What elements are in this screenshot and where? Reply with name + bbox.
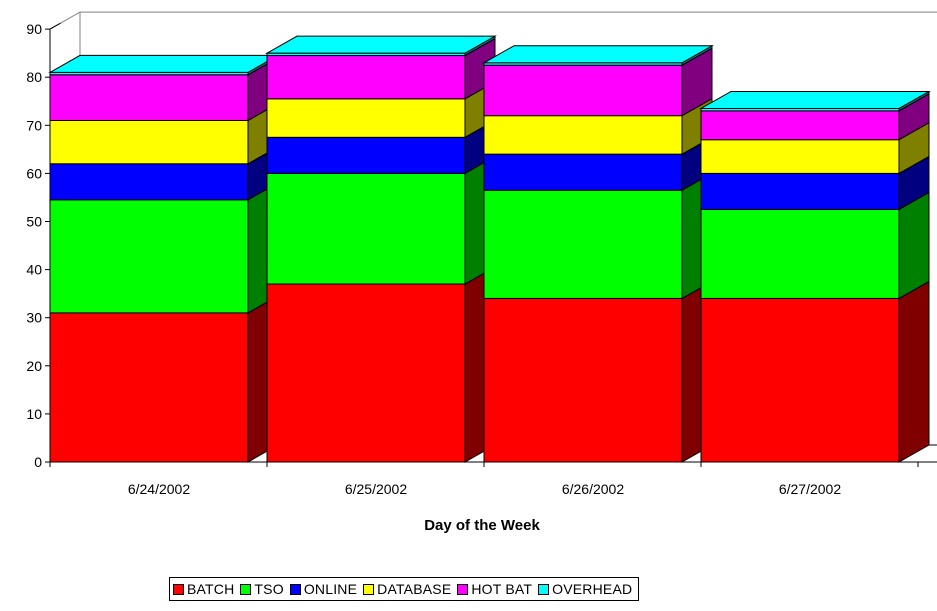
y-tick-label: 40 xyxy=(26,262,42,278)
bar-front xyxy=(266,136,466,174)
legend-item: DATABASE xyxy=(363,581,451,597)
bar-front xyxy=(49,312,249,463)
bar-segment-hot-bat xyxy=(266,37,496,100)
legend-label: HOT BAT xyxy=(471,581,533,597)
bar-segment-hot-bat xyxy=(49,56,279,122)
x-axis-title: Day of the Week xyxy=(424,517,540,534)
bar-front xyxy=(700,297,900,463)
x-tick-label: 6/25/2002 xyxy=(345,481,407,497)
bar-segment-database xyxy=(700,121,930,175)
bar-stack xyxy=(699,90,931,463)
legend-swatch xyxy=(240,583,252,595)
legend-label: DATABASE xyxy=(377,581,452,597)
y-tick-label: 10 xyxy=(26,406,42,422)
legend-label: OVERHEAD xyxy=(552,581,633,597)
bar-top xyxy=(265,35,497,54)
bar-front xyxy=(49,163,249,201)
bar-front xyxy=(700,110,900,141)
bar-stack xyxy=(48,54,280,463)
bar-top xyxy=(48,54,280,73)
bar-stack xyxy=(482,44,714,463)
bar-segment-tso xyxy=(49,181,279,314)
y-tick-depth xyxy=(49,22,61,30)
bar-front xyxy=(700,139,900,174)
legend-swatch xyxy=(173,583,184,595)
bar-side xyxy=(898,280,930,463)
bar-segment-batch xyxy=(700,280,930,463)
legend-swatch xyxy=(457,583,469,595)
x-axis: 6/24/2002 6/25/2002 6/26/2002 6/27/2002 xyxy=(49,462,919,497)
legend-swatch xyxy=(289,583,301,595)
x-tick-label: 6/26/2002 xyxy=(562,481,624,497)
bar-segment-tso xyxy=(700,191,930,300)
bar-stack xyxy=(265,35,497,463)
bar-segment-hot-bat xyxy=(483,47,713,117)
legend-label: BATCH xyxy=(187,581,235,597)
y-tick-label: 70 xyxy=(26,117,42,133)
bar-front xyxy=(483,297,683,463)
legend-item: BATCH xyxy=(173,581,234,597)
bar-front xyxy=(483,189,683,299)
bar-front xyxy=(266,55,466,100)
y-tick-label: 80 xyxy=(26,69,42,85)
bar-segment-tso xyxy=(483,172,713,300)
legend-item: TSO xyxy=(240,581,284,597)
legend-swatch xyxy=(538,583,550,595)
legend-item: OVERHEAD xyxy=(538,581,632,597)
y-tick-label: 0 xyxy=(34,454,42,470)
y-tick-label: 30 xyxy=(26,310,42,326)
bar-segment-batch xyxy=(483,280,713,463)
y-tick-label: 90 xyxy=(26,21,42,37)
legend-item: ONLINE xyxy=(289,581,358,597)
x-tick-label: 6/24/2002 xyxy=(128,481,190,497)
bar-front xyxy=(266,172,466,285)
bar-front xyxy=(700,208,900,299)
bar-segment-tso xyxy=(266,155,496,285)
legend-item: HOT BAT xyxy=(457,581,532,597)
legend-label: TSO xyxy=(254,581,284,597)
back-wall-top-edge xyxy=(49,11,937,30)
y-tick-label: 20 xyxy=(26,358,42,374)
bar-front xyxy=(49,119,249,165)
bar-segment-hot-bat xyxy=(700,93,930,141)
bar-front xyxy=(49,74,249,121)
bars xyxy=(48,35,931,463)
bar-front xyxy=(266,283,466,463)
bar-front xyxy=(483,153,683,191)
bar-top xyxy=(482,45,714,64)
bar-front xyxy=(483,115,683,155)
x-tick-label: 6/27/2002 xyxy=(779,481,841,497)
bar-front xyxy=(483,64,683,117)
y-tick-label: 50 xyxy=(26,214,42,230)
bar-segment-batch xyxy=(266,266,496,463)
legend-swatch xyxy=(363,583,375,595)
bar-front xyxy=(49,199,249,314)
bar-front xyxy=(266,98,466,138)
y-tick-label: 60 xyxy=(26,165,42,181)
legend-label: ONLINE xyxy=(303,581,358,597)
legend: BATCH TSO ONLINE DATABASE HOT BAT OVERHEAD xyxy=(169,577,640,601)
bar-side xyxy=(898,191,930,300)
bar-segment-batch xyxy=(49,295,279,463)
bar-top xyxy=(699,90,931,109)
bar-front xyxy=(700,172,900,210)
